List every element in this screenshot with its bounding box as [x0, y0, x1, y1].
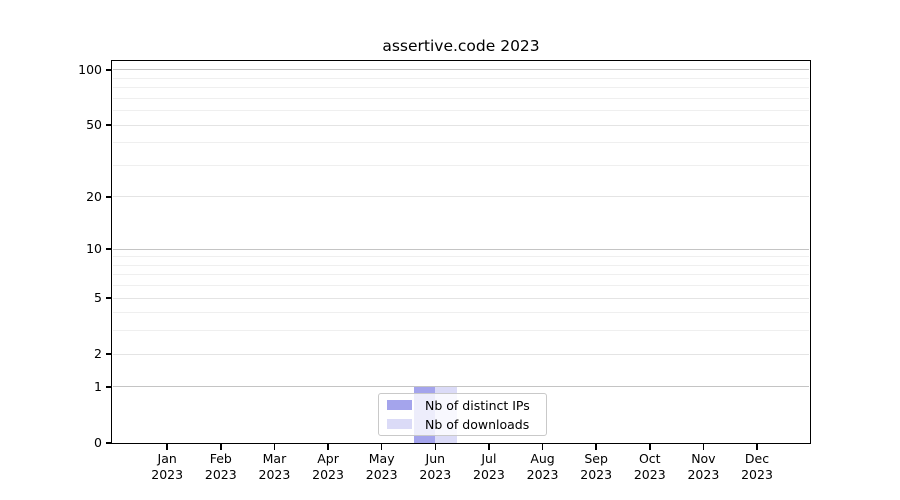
y-tick-label: 1: [94, 378, 102, 394]
x-tick-label: Mar 2023: [258, 451, 291, 482]
grid-line-major: [113, 386, 809, 388]
grid-line-minor: [113, 274, 809, 276]
x-tick-label: Aug 2023: [526, 451, 559, 482]
x-axis-tick: [380, 444, 383, 450]
legend-entry-downloads: Nb of downloads: [387, 416, 538, 433]
y-axis-tick: [106, 297, 112, 299]
x-axis-tick: [541, 444, 544, 450]
grid-line-major: [113, 69, 809, 71]
x-axis-tick: [220, 444, 222, 450]
chart-title: assertive.code 2023: [382, 37, 540, 55]
grid-line-minor: [113, 142, 809, 144]
y-tick-label: 100: [78, 61, 102, 77]
y-axis-tick: [106, 196, 112, 198]
x-tick-label: Dec 2023: [741, 451, 773, 482]
x-tick-label: Jul 2023: [473, 451, 505, 482]
y-axis-tick: [106, 442, 112, 444]
y-tick-label: 20: [86, 188, 102, 204]
y-axis-tick: [106, 124, 112, 126]
grid-line: [113, 353, 809, 355]
grid-line-minor: [113, 285, 809, 287]
y-tick-label: 5: [94, 290, 102, 306]
x-axis-tick: [166, 444, 168, 450]
x-axis-tick: [595, 444, 597, 450]
x-axis-tick: [327, 444, 329, 450]
legend-swatch-downloads: [387, 419, 412, 429]
grid-line-minor: [113, 87, 809, 89]
y-axis-tick: [106, 386, 112, 388]
y-axis-tick: [106, 69, 112, 71]
x-tick-label: Nov 2023: [687, 451, 720, 482]
x-tick-label: Feb 2023: [204, 451, 237, 482]
grid-line: [113, 297, 809, 299]
x-tick-label: Oct 2023: [633, 451, 666, 482]
plot-area: [111, 60, 811, 444]
grid-line-minor: [113, 264, 809, 266]
legend-swatch-distinct-ips: [387, 400, 412, 410]
x-tick-label: Sep 2023: [580, 451, 613, 482]
grid-line-minor: [113, 330, 809, 332]
x-tick-label: May 2023: [365, 451, 398, 482]
grid-line-minor: [113, 77, 809, 79]
x-axis-tick: [273, 444, 276, 450]
x-axis-tick: [434, 444, 437, 450]
grid-line: [113, 196, 809, 198]
x-axis-tick: [648, 444, 651, 450]
y-tick-label: 50: [86, 117, 102, 133]
y-axis-tick: [106, 353, 112, 355]
legend-label: Nb of distinct IPs: [425, 397, 530, 413]
grid-line-minor: [113, 97, 809, 99]
y-axis-tick: [106, 248, 112, 250]
x-tick-label: Apr 2023: [312, 451, 344, 482]
x-axis-tick: [488, 444, 490, 450]
x-tick-label: Jan 2023: [151, 451, 184, 482]
x-tick-label: Jun 2023: [419, 451, 452, 482]
x-axis-tick: [702, 444, 705, 450]
y-tick-label: 10: [86, 241, 102, 257]
grid-line: [113, 124, 809, 126]
y-tick-label: 2: [94, 346, 102, 362]
grid-line-minor: [113, 164, 809, 166]
grid-line-minor: [113, 256, 809, 258]
x-axis-tick: [756, 444, 758, 450]
legend-label: Nb of downloads: [425, 416, 530, 432]
grid-line-minor: [113, 312, 809, 314]
legend-entry-distinct-ips: Nb of distinct IPs: [387, 397, 538, 414]
grid-line-minor: [113, 110, 809, 112]
grid-line-major: [113, 248, 809, 250]
y-tick-label: 0: [94, 435, 102, 450]
legend: Nb of distinct IPs Nb of downloads: [378, 393, 547, 436]
